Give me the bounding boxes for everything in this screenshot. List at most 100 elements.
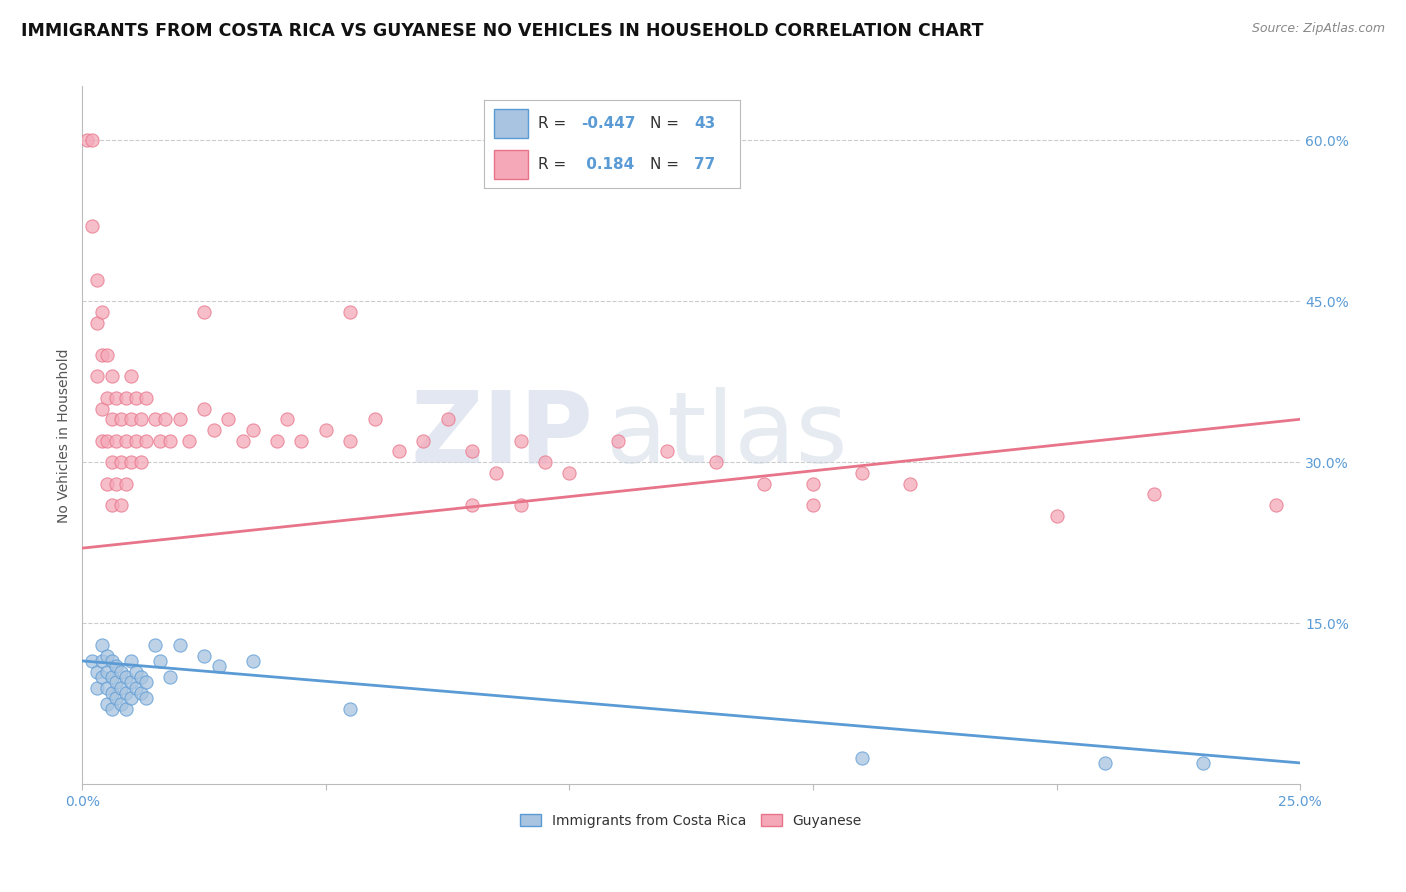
Point: [135, 691, 157, 706]
Point: [339, 434, 361, 448]
Point: [100, 412, 122, 426]
Point: [900, 476, 922, 491]
Point: [169, 412, 191, 426]
Point: [110, 697, 132, 711]
Point: [1143, 487, 1166, 501]
Point: [315, 423, 337, 437]
Point: [276, 412, 298, 426]
Point: [754, 476, 776, 491]
Point: [125, 434, 148, 448]
Point: [461, 444, 484, 458]
Point: [129, 686, 152, 700]
Point: [115, 391, 138, 405]
Point: [135, 434, 157, 448]
Point: [80, 133, 103, 147]
Text: Source: ZipAtlas.com: Source: ZipAtlas.com: [1251, 22, 1385, 36]
Point: [90, 401, 112, 416]
Point: [129, 455, 152, 469]
Point: [100, 498, 122, 512]
Point: [96, 348, 118, 362]
Point: [100, 654, 122, 668]
Point: [129, 670, 152, 684]
Point: [125, 681, 148, 695]
Point: [436, 412, 458, 426]
Point: [120, 675, 142, 690]
Point: [96, 648, 118, 663]
Point: [232, 434, 254, 448]
Point: [607, 434, 630, 448]
Point: [193, 305, 215, 319]
Point: [100, 702, 122, 716]
Point: [339, 305, 361, 319]
Point: [115, 686, 138, 700]
Point: [120, 455, 142, 469]
Point: [105, 691, 128, 706]
Point: [105, 434, 128, 448]
Point: [153, 412, 176, 426]
Point: [143, 412, 166, 426]
Point: [125, 391, 148, 405]
Point: [193, 648, 215, 663]
Point: [100, 686, 122, 700]
Point: [149, 654, 172, 668]
Point: [110, 412, 132, 426]
Point: [208, 659, 231, 673]
Point: [90, 434, 112, 448]
Point: [129, 412, 152, 426]
Point: [290, 434, 312, 448]
Point: [485, 466, 508, 480]
Point: [96, 697, 118, 711]
Point: [851, 466, 873, 480]
Point: [509, 434, 531, 448]
Point: [135, 675, 157, 690]
Point: [96, 391, 118, 405]
Point: [1191, 756, 1213, 770]
Text: atlas: atlas: [606, 387, 848, 483]
Point: [105, 659, 128, 673]
Point: [851, 750, 873, 764]
Point: [115, 670, 138, 684]
Point: [655, 444, 678, 458]
Text: ZIP: ZIP: [411, 387, 593, 483]
Point: [100, 369, 122, 384]
Point: [149, 434, 172, 448]
Point: [86, 665, 108, 679]
Point: [120, 412, 142, 426]
Point: [461, 498, 484, 512]
Point: [120, 369, 142, 384]
Point: [76, 133, 98, 147]
Legend: Immigrants from Costa Rica, Guyanese: Immigrants from Costa Rica, Guyanese: [515, 808, 868, 833]
Point: [110, 681, 132, 695]
Point: [143, 638, 166, 652]
Point: [80, 654, 103, 668]
Point: [110, 498, 132, 512]
Point: [86, 273, 108, 287]
Point: [135, 391, 157, 405]
Point: [120, 654, 142, 668]
Point: [193, 401, 215, 416]
Point: [96, 681, 118, 695]
Point: [339, 702, 361, 716]
Y-axis label: No Vehicles in Household: No Vehicles in Household: [58, 348, 72, 523]
Point: [105, 675, 128, 690]
Point: [242, 654, 264, 668]
Point: [1094, 756, 1116, 770]
Point: [96, 476, 118, 491]
Point: [1045, 508, 1067, 523]
Point: [125, 665, 148, 679]
Point: [115, 702, 138, 716]
Point: [558, 466, 581, 480]
Text: IMMIGRANTS FROM COSTA RICA VS GUYANESE NO VEHICLES IN HOUSEHOLD CORRELATION CHAR: IMMIGRANTS FROM COSTA RICA VS GUYANESE N…: [21, 22, 984, 40]
Point: [96, 665, 118, 679]
Point: [388, 444, 411, 458]
Point: [704, 455, 727, 469]
Point: [86, 316, 108, 330]
Point: [90, 348, 112, 362]
Point: [105, 476, 128, 491]
Point: [90, 654, 112, 668]
Point: [412, 434, 434, 448]
Point: [242, 423, 264, 437]
Point: [801, 498, 824, 512]
Point: [801, 476, 824, 491]
Point: [80, 219, 103, 233]
